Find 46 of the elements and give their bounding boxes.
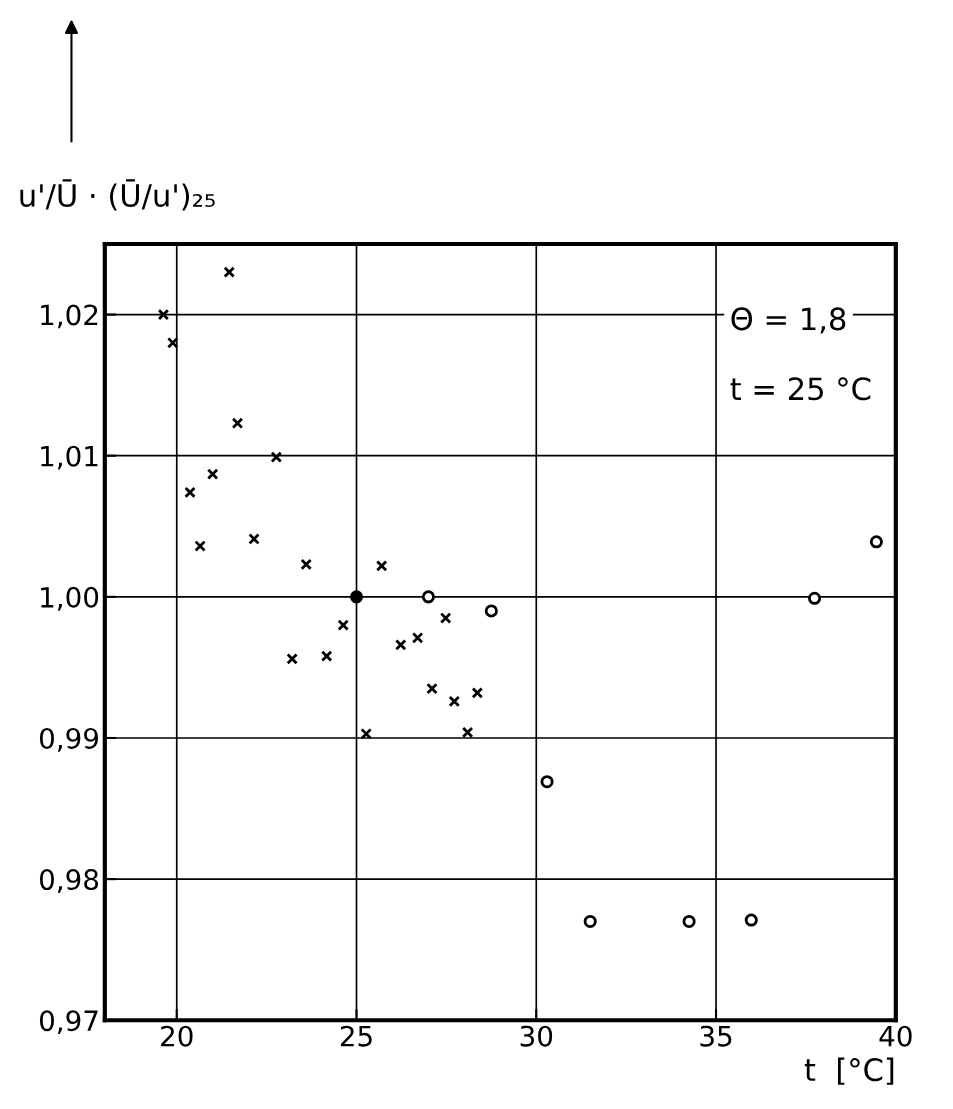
point [157, 308, 170, 321]
x-tick-label: 25 [340, 1025, 372, 1047]
point [471, 687, 484, 699]
x-tick-label: 20 [161, 1025, 193, 1047]
point [540, 775, 554, 789]
annotation: t = 25 °C [730, 377, 871, 401]
x-tick-label: 30 [520, 1025, 553, 1047]
point [421, 590, 435, 604]
y-tick-label: 1,00 [41, 586, 99, 611]
y-tick-label: 1,02 [41, 304, 98, 329]
point [320, 650, 333, 662]
point [448, 695, 461, 708]
annotation: Θ = 1,8 [731, 307, 846, 334]
point [360, 727, 372, 740]
point [439, 612, 452, 624]
point [337, 619, 349, 631]
point [194, 540, 206, 552]
point [461, 726, 474, 739]
point [206, 468, 219, 480]
point [231, 417, 244, 430]
point [248, 533, 260, 545]
y-tick-label: 0,99 [39, 727, 99, 752]
point [869, 535, 883, 549]
point [375, 560, 388, 572]
point [223, 266, 236, 278]
x-axis-title: t [°C] [804, 1057, 894, 1085]
point [426, 682, 438, 695]
y-tick-label: 1,01 [41, 445, 98, 470]
point [484, 604, 498, 618]
point [808, 591, 822, 605]
point [300, 558, 312, 571]
point [744, 913, 758, 927]
point [286, 653, 298, 665]
x-tick-label: 40 [879, 1025, 912, 1047]
y-tick-label: 0,98 [39, 869, 99, 893]
point [394, 639, 407, 651]
point [270, 451, 283, 463]
x-tick-label: 35 [700, 1025, 732, 1047]
point [349, 590, 364, 604]
y-tick-label: 0,97 [39, 1010, 98, 1035]
point [184, 486, 196, 499]
point [167, 337, 179, 349]
point [583, 914, 597, 929]
y-axis-title: u'/Ū · (Ū/u')₂₅ [20, 179, 215, 211]
point [411, 631, 424, 644]
point [682, 914, 696, 929]
